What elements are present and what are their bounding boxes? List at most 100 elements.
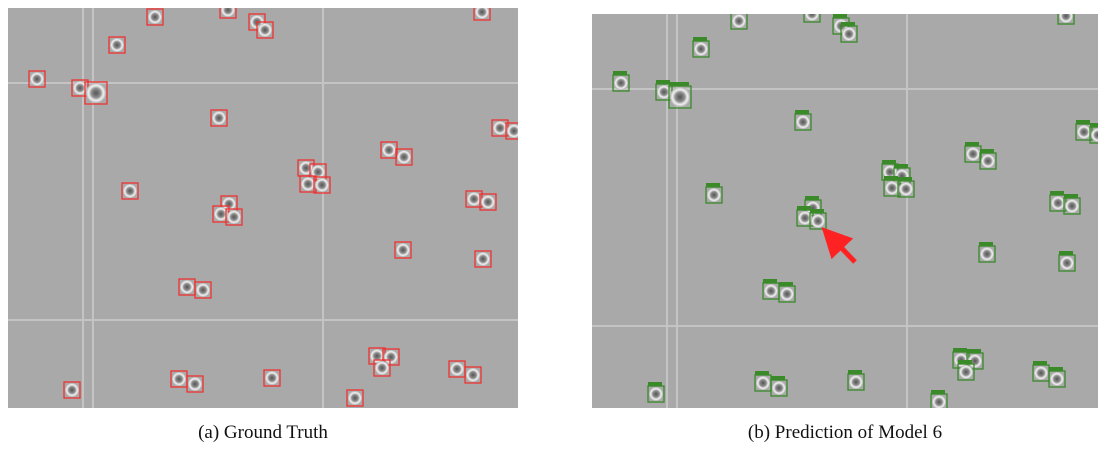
cell	[123, 184, 137, 198]
cell	[732, 14, 746, 28]
box-label	[810, 209, 824, 213]
box-label	[731, 9, 745, 13]
cell	[476, 252, 490, 266]
cell	[670, 87, 690, 107]
cell	[86, 83, 106, 103]
box-label	[771, 376, 785, 380]
box-label	[967, 349, 981, 353]
box-label	[841, 22, 855, 26]
cell	[110, 38, 124, 52]
box-label	[1058, 4, 1072, 8]
box-label	[693, 37, 707, 41]
box-label	[795, 110, 809, 114]
cell	[466, 368, 480, 382]
cell	[172, 372, 186, 386]
cell	[885, 181, 899, 195]
box-label	[898, 177, 912, 181]
box-label	[884, 176, 898, 180]
cell	[348, 391, 362, 405]
cell	[475, 5, 489, 19]
cell	[227, 210, 241, 224]
box-label	[805, 196, 819, 200]
box-label	[1059, 251, 1073, 255]
cell	[796, 115, 810, 129]
cell	[196, 283, 210, 297]
box-label	[1076, 120, 1090, 124]
cell	[65, 383, 79, 397]
cell	[396, 243, 410, 257]
cell	[1065, 199, 1079, 213]
cell	[932, 395, 946, 409]
cell	[1060, 256, 1074, 270]
cell	[382, 143, 396, 157]
cell	[397, 150, 411, 164]
box-label	[1049, 367, 1063, 371]
box-label	[1050, 191, 1064, 195]
cell	[1051, 196, 1065, 210]
box-label	[763, 279, 777, 283]
cell	[649, 387, 663, 401]
cell	[1034, 366, 1048, 380]
cell	[148, 10, 162, 24]
box-label	[706, 183, 720, 187]
cell	[258, 23, 272, 37]
cell	[212, 111, 226, 125]
box-label	[1090, 123, 1104, 127]
box-label	[804, 2, 818, 6]
cell	[188, 377, 202, 391]
box-label	[931, 390, 945, 394]
cell	[899, 182, 913, 196]
box-label	[1064, 194, 1078, 198]
cell	[842, 27, 856, 41]
box-label	[656, 80, 670, 84]
cell	[849, 375, 863, 389]
cell	[1050, 372, 1064, 386]
cell	[780, 287, 794, 301]
cell	[370, 349, 384, 363]
box-label	[613, 71, 627, 75]
cell	[707, 188, 721, 202]
caption: (b) Prediction of Model 6	[748, 422, 942, 443]
cell	[1059, 9, 1073, 23]
box-label	[648, 382, 662, 386]
cell	[180, 280, 194, 294]
cell	[805, 7, 819, 21]
cell	[772, 381, 786, 395]
box-label	[980, 149, 994, 153]
box-label	[755, 371, 769, 375]
cell	[299, 161, 313, 175]
cell	[301, 177, 315, 191]
box-label	[779, 282, 793, 286]
cell	[1077, 125, 1091, 139]
box-label	[1033, 361, 1047, 365]
cell	[450, 362, 464, 376]
caption: (a) Ground Truth	[198, 422, 328, 443]
cell	[481, 195, 495, 209]
cell	[980, 247, 994, 261]
box-label	[797, 206, 811, 210]
box-label	[669, 82, 689, 86]
cell	[467, 192, 481, 206]
prediction-image	[592, 2, 1105, 410]
box-label	[882, 160, 896, 164]
cell	[507, 124, 521, 138]
cell	[30, 72, 44, 86]
box-label	[953, 348, 967, 352]
cell	[315, 178, 329, 192]
cell	[614, 76, 628, 90]
cell	[981, 154, 995, 168]
cell	[959, 365, 973, 379]
box-label	[965, 142, 979, 146]
cell	[764, 284, 778, 298]
page: (a) Ground Truth (b) Prediction of Model…	[0, 0, 1105, 454]
box-label	[958, 360, 972, 364]
box-label	[833, 14, 847, 18]
ground-truth-image	[8, 2, 522, 408]
box-label	[979, 242, 993, 246]
box-label	[848, 370, 862, 374]
cell	[966, 147, 980, 161]
cell	[375, 361, 389, 375]
cell	[221, 3, 235, 17]
cell	[384, 350, 398, 364]
cell	[493, 121, 507, 135]
